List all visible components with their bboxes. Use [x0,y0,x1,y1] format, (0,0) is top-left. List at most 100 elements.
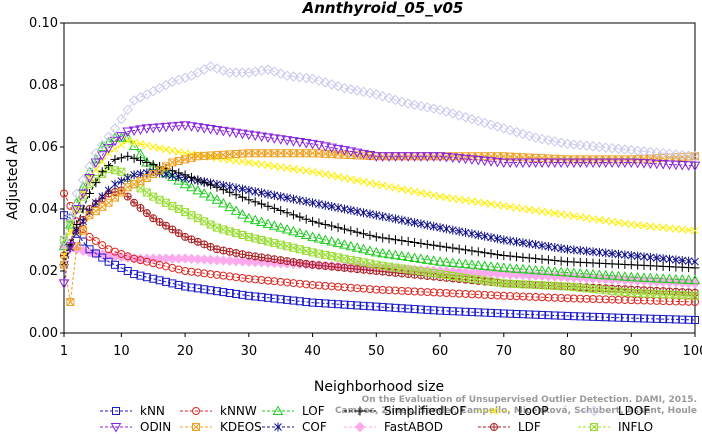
data-point-knnw [257,275,266,284]
data-point-loop [614,218,623,227]
data-point-knn [538,310,547,319]
data-point-simplifiedlof [346,226,356,236]
data-point-loop [143,141,151,150]
data-point-odin [96,151,108,161]
data-point-loop [531,206,540,215]
data-point-lof [237,209,248,219]
data-point-ldf [244,251,253,260]
data-point-inflo [187,211,196,220]
data-point-knn [544,311,553,320]
data-point-lof [511,263,522,273]
data-point-knnw [353,284,362,293]
data-point-odin [619,158,631,169]
data-point-odin [288,137,299,147]
legend-label-knn: kNN [140,404,165,418]
data-point-ldof [447,108,459,119]
data-point-knnw [518,292,527,301]
data-point-knnw [493,291,502,300]
data-point-ldof [307,73,318,85]
data-point-loop [321,170,330,179]
data-point-ldof [396,96,408,107]
data-point-odin [517,158,529,169]
data-point-ldof [575,139,586,151]
data-point-odin [262,133,274,143]
data-point-inflo [276,240,285,249]
data-point-knnw [340,283,349,292]
data-point-knn [684,315,693,324]
data-point-ldof [320,77,331,88]
data-point-lof [606,270,618,280]
data-point-cof [346,205,355,215]
data-point-knn [646,314,655,323]
data-point-odin [651,159,663,170]
data-point-ldof [218,65,229,76]
data-point-cof [550,242,559,252]
data-point-odin [58,279,70,289]
data-point-simplifiedlof [135,155,145,165]
data-point-lof [670,273,682,284]
data-point-knnw [232,273,241,282]
data-point-lof [638,272,650,282]
data-point-knn [365,302,374,311]
data-point-ldof [77,174,89,186]
data-point-lof [326,236,338,246]
data-point-cof [640,252,648,262]
data-point-cof [417,219,425,229]
data-point-odin [249,131,261,142]
data-point-cof [410,218,419,228]
legend-item-cof: COF [262,420,327,434]
data-point-ldf [334,263,343,272]
data-point-cof [104,185,113,195]
data-point-knnw [416,287,425,296]
data-point-loop [589,215,597,223]
data-point-odin [492,157,503,168]
data-point-simplifiedlof [403,237,413,247]
data-point-simplifiedlof [435,241,445,251]
legend-item-fastabod: FastABOD [344,420,443,434]
data-point-ldof [543,134,554,146]
data-point-knn [193,284,202,293]
data-point-ldof [517,128,529,140]
data-point-odin [396,152,408,162]
data-point-lof [243,212,255,223]
data-point-cof [334,203,342,213]
data-point-cof [391,214,400,224]
data-point-cof [397,215,406,225]
watermark-line-2: Campos, Zimek, Sander, Campello, Micenko… [335,406,697,416]
data-point-ldf [130,198,139,207]
data-point-ldof [332,81,344,92]
y-axis-label: Adjusted AP [5,136,21,220]
data-point-knnw [98,241,107,250]
data-point-ldof [269,66,280,77]
data-point-simplifiedlof [422,239,432,249]
data-point-simplifiedlof [314,218,324,228]
data-point-ldof [657,147,669,159]
data-point-ldof [434,104,446,116]
data-point-inflo [289,243,298,252]
data-point-odin [217,126,229,137]
data-point-lof [383,248,395,259]
watermark-line-1: On the Evaluation of Unsupervised Outlie… [362,395,697,405]
series-line-cof [63,171,696,265]
data-point-knn [359,301,368,310]
data-point-knnw [499,291,508,300]
data-point-knn [518,310,527,319]
data-point-ldof [415,100,427,112]
data-point-knnw [187,267,196,276]
data-point-cof [251,187,260,197]
data-point-loop [353,176,362,185]
data-point-ldof [281,70,293,81]
data-point-knn [238,290,247,299]
data-point-odin [549,158,561,169]
data-point-knnw [589,295,598,304]
data-point-knn [620,313,629,322]
data-point-odin [670,160,682,171]
data-point-knn [487,308,496,317]
legend-item-lof: LOF [262,404,325,418]
data-point-knn [181,282,190,291]
data-point-ldf [359,265,368,274]
data-point-cof [474,230,483,240]
data-point-ldof [453,110,465,121]
data-point-simplifiedlof [186,172,196,182]
data-point-cof [385,213,393,223]
